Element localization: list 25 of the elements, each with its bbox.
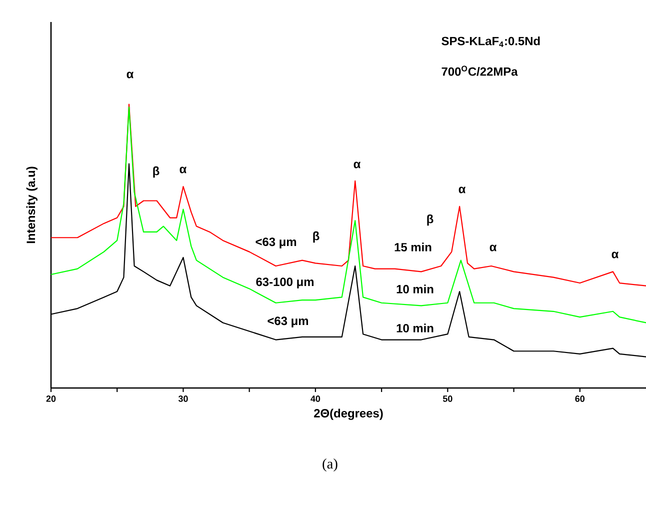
x-tick-label: 30 xyxy=(178,396,188,402)
annotation: β xyxy=(427,214,434,226)
y-axis-title: Intensity (a.u) xyxy=(26,166,38,244)
chart-subtitle: 700$^{O}$C/22MPa xyxy=(442,66,518,76)
annotation: β xyxy=(313,231,320,243)
annotation: 63-100 μm xyxy=(256,278,314,288)
x-tick-label: 60 xyxy=(575,396,585,402)
x-tick-label: 40 xyxy=(310,396,320,402)
annotation: <63 μm xyxy=(268,316,308,328)
annotation: β xyxy=(153,166,160,178)
x-axis-title: 2Θ(degrees) xyxy=(314,408,383,420)
text: α xyxy=(126,72,134,78)
chart-title: SPS-KLaF$_{4}$:0.5Nd xyxy=(442,36,540,47)
text: (a) xyxy=(322,458,338,472)
annotation: α xyxy=(180,166,187,174)
annotation: 10 min xyxy=(396,324,434,332)
x-tick-label: 50 xyxy=(442,396,452,402)
annotation: α xyxy=(458,186,466,194)
annotation: 10 min xyxy=(396,284,434,294)
annotation: <63 μm xyxy=(256,238,296,248)
annotation: 15 min xyxy=(394,242,432,252)
annotation: α xyxy=(612,252,619,258)
annotation: α xyxy=(354,162,361,168)
annotation: α xyxy=(490,244,497,252)
x-tick-label: 20 xyxy=(46,396,56,402)
